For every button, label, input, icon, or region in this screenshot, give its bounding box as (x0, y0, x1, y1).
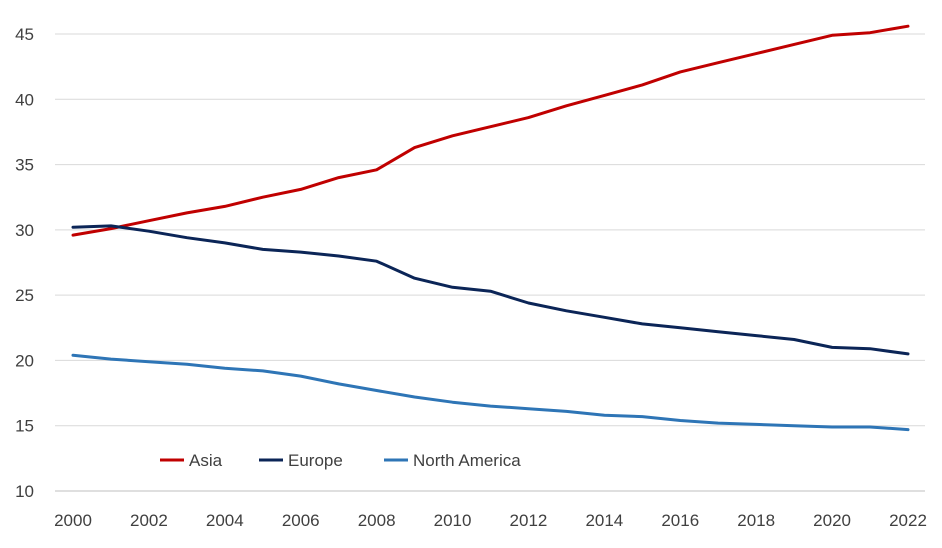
x-tick-label: 2016 (661, 511, 699, 530)
series-line-asia (71, 24, 910, 237)
x-tick-label: 2002 (130, 511, 168, 530)
legend-label: North America (413, 451, 521, 470)
y-tick-label: 40 (15, 90, 34, 109)
legend-label: Asia (189, 451, 223, 470)
legend-item-asia: Asia (160, 451, 223, 470)
y-tick-label: 25 (15, 286, 34, 305)
x-axis-tick-labels: 2000 2002 2004 2006 2008 2010 2012 2014 2016 2018… (54, 511, 927, 530)
x-tick-label: 2014 (585, 511, 623, 530)
y-tick-label: 10 (15, 482, 34, 501)
x-tick-label: 2006 (282, 511, 320, 530)
series-line-europe (71, 224, 910, 356)
x-tick-label: 2018 (737, 511, 775, 530)
y-tick-label: 15 (15, 417, 34, 436)
series-line-north-america (71, 353, 910, 432)
legend-label: Europe (288, 451, 343, 470)
legend: Asia Europe North America (160, 451, 521, 470)
x-tick-label: 2022 (889, 511, 927, 530)
y-tick-label: 30 (15, 221, 34, 240)
x-tick-label: 2012 (510, 511, 548, 530)
y-tick-label: 35 (15, 156, 34, 175)
series-lines (71, 24, 910, 432)
x-tick-label: 2000 (54, 511, 92, 530)
gridlines (55, 33, 925, 427)
legend-item-europe: Europe (259, 451, 343, 470)
x-tick-label: 2004 (206, 511, 244, 530)
y-axis-tick-labels: 10 15 20 25 30 35 40 45 (15, 25, 34, 501)
y-tick-label: 20 (15, 351, 34, 370)
legend-item-north-america: North America (384, 451, 521, 470)
y-tick-label: 45 (15, 25, 34, 44)
x-tick-label: 2010 (434, 511, 472, 530)
x-tick-label: 2008 (358, 511, 396, 530)
x-tick-label: 2020 (813, 511, 851, 530)
